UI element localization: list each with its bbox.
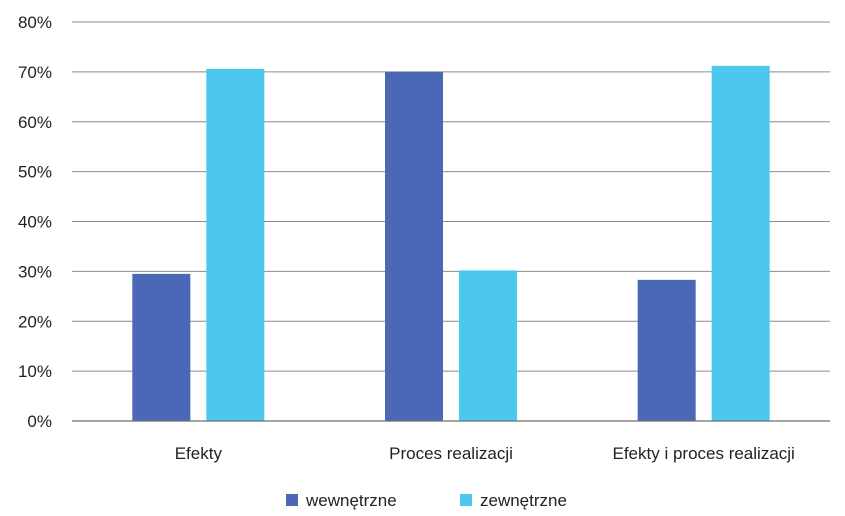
bar-wewnetrzne: [132, 273, 191, 421]
y-tick-label: 40%: [18, 213, 52, 232]
bar-wewnetrzne: [637, 279, 696, 421]
bar-wewnetrzne: [385, 71, 443, 421]
y-tick-label: 0%: [27, 412, 52, 431]
legend-swatch: [460, 494, 472, 506]
y-tick-label: 50%: [18, 163, 52, 182]
legend: wewnętrzne zewnętrzne: [286, 491, 567, 510]
x-category-label: Efekty: [175, 444, 223, 463]
y-tick-label: 70%: [18, 63, 52, 82]
y-tick-label: 80%: [18, 13, 52, 32]
legend-swatch: [286, 494, 298, 506]
bars: [132, 65, 770, 421]
y-tick-label: 60%: [18, 113, 52, 132]
gridlines: [72, 21, 830, 372]
legend-label: wewnętrzne: [305, 491, 397, 510]
x-category-label: Proces realizacji: [389, 444, 513, 463]
x-category-label: Efekty i proces realizacji: [612, 444, 794, 463]
legend-label: zewnętrzne: [480, 491, 567, 510]
y-tick-label: 30%: [18, 262, 52, 281]
y-axis-tick-labels: 0% 10% 20% 30% 40% 50% 60% 70% 80%: [18, 13, 52, 431]
bar-zewnetrzne: [459, 270, 517, 421]
y-tick-label: 10%: [18, 362, 52, 381]
bar-zewnetrzne: [711, 65, 770, 421]
x-axis-category-labels: Efekty Proces realizacji Efekty i proces r…: [175, 444, 795, 463]
bar-zewnetrzne: [206, 68, 265, 421]
y-tick-label: 20%: [18, 312, 52, 331]
